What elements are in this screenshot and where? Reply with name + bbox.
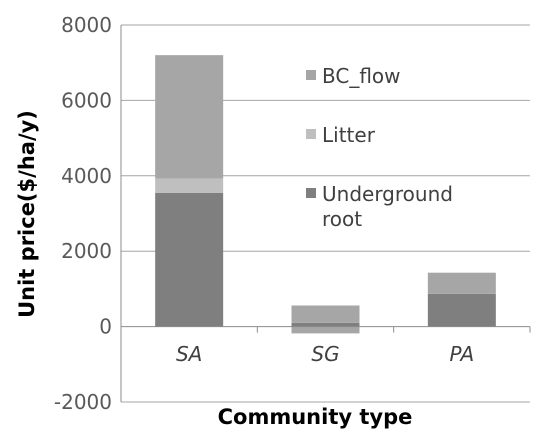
legend-label-root: root [322, 207, 362, 231]
bar-sg-negative [291, 326, 360, 334]
bars [155, 55, 496, 334]
legend-label-underground: Underground [322, 182, 453, 206]
category-label-pa: PA [449, 342, 474, 366]
bar-sa-litter [155, 178, 224, 193]
bar-sg-underground-root [291, 322, 360, 327]
category-label-sg: SG [311, 342, 339, 366]
bar-sa-bc-flow [155, 55, 224, 179]
bar-sa-underground-root [155, 192, 224, 327]
legend-label-bc-flow: BC_flow [322, 64, 401, 88]
y-tick-label--2000: -2000 [54, 390, 112, 414]
category-labels: SA SG PA [176, 342, 474, 366]
legend-swatch-litter [306, 129, 316, 139]
y-tick-label-8000: 8000 [61, 13, 112, 37]
legend-swatch-bc-flow [306, 70, 316, 80]
y-tick-labels: -2000 0 2000 4000 6000 8000 [54, 13, 112, 414]
legend: BC_flow Litter Underground root [306, 64, 453, 231]
legend-label-litter: Litter [322, 123, 376, 147]
axes [120, 25, 531, 402]
bar-sg-bc-flow [291, 305, 360, 323]
bar-pa-underground-root [427, 293, 496, 327]
y-tick-label-4000: 4000 [61, 164, 112, 188]
category-label-sa: SA [176, 342, 202, 366]
y-axis-title: Unit price($/ha/y) [15, 110, 39, 318]
bar-pa-bc-flow [427, 272, 496, 294]
y-tick-label-0: 0 [99, 315, 112, 339]
y-tick-label-2000: 2000 [61, 239, 112, 263]
legend-swatch-underground-root [306, 188, 316, 198]
x-axis-title: Community type [218, 405, 413, 429]
y-tick-label-6000: 6000 [61, 88, 112, 112]
